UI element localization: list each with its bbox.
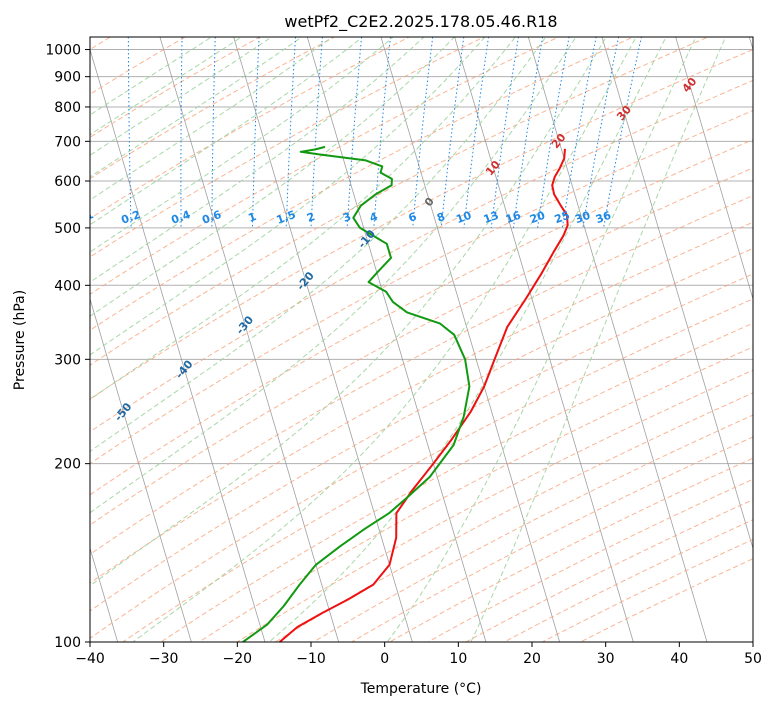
y-tick-label: 700 [54,134,81,150]
background-lines [90,37,753,642]
isotherm-line [527,37,708,642]
mixing-ratio-label: 10 [454,209,473,227]
dry-adiabat-line [426,478,753,642]
dry-adiabat-line [503,519,753,642]
mixing-ratio-label: 0.6 [200,208,223,227]
mixing-ratio-label: 16 [504,209,523,227]
mixing-ratio-label: 3 [341,210,353,225]
y-tick-label: 900 [54,70,81,86]
dry-adiabat-line [198,346,753,642]
dry-adiabat-line [121,298,753,642]
moist-adiabat-line [90,37,607,587]
mixing-ratio-label: 6 [407,210,419,225]
mixing-ratio-line [603,37,643,228]
mixing-ratio-label: 2 [305,210,317,225]
x-tick-label: −20 [223,651,253,667]
isotherm-line [233,37,413,642]
dry-adiabat-line [90,48,753,400]
mixing-ratio-line [310,37,323,228]
mixing-ratio-label: 13 [482,209,501,226]
moist-adiabat-line [90,37,547,453]
profile-lines [242,145,569,642]
mixing-ratio-label: 1.5 [275,208,298,227]
dry-adiabat-line [90,273,753,639]
mixing-ratio-label: 4 [368,210,380,225]
dry-adiabat-line [90,37,261,138]
dry-adiabat-line [464,499,753,642]
mixing-ratio-label: 0.4 [169,208,192,227]
dry-adiabat-line [90,109,753,465]
dry-adiabat-line [90,167,753,526]
moist-adiabat-line [90,37,517,401]
temperature-profile-line [279,148,569,642]
mixing-ratio-line [252,37,260,228]
mixing-ratio-label: 0.2 [120,208,143,227]
dry-adiabat-line [541,538,753,642]
y-tick-label: 500 [54,221,81,237]
x-tick-label: 0 [380,651,389,667]
dry-adiabat-line [160,322,753,642]
mixing-ratio-label: 8 [435,210,447,225]
y-axis-label: Pressure (hPa) [12,290,28,390]
mixing-ratio-line [211,37,216,228]
isotherm-line [454,37,634,642]
mixing-ratio-line [285,37,296,228]
isotherm-line [675,37,753,301]
x-tick-label: 10 [449,651,467,667]
moist-adiabat-line [470,37,727,642]
mixing-ratio-label: 0.1 [73,208,96,227]
x-tick-label: −40 [75,651,105,667]
moist-adiabat-line [90,37,303,178]
isotherm-line [90,297,192,642]
y-tick-label: 400 [54,278,81,294]
plot-frame [89,36,754,643]
moist-adiabat-line [132,37,637,642]
moist-adiabat-line [90,37,425,283]
dewpoint-profile-line [242,145,471,642]
mixing-ratio-label: 25 [553,209,572,226]
dry-adiabat-line [90,79,753,433]
moist-adiabat-line [90,37,577,514]
mixing-ratio-label: 1 [246,210,258,225]
isotherm-line [90,48,266,642]
y-tick-label: 200 [54,457,81,473]
moist-adiabat-line [90,37,456,317]
x-axis-label: Temperature (°C) [360,681,482,697]
chart-title: wetPf2_C2E2.2025.178.05.46.R18 [284,12,557,32]
y-tick-label: 800 [54,100,81,116]
moist-adiabat-line [90,37,273,156]
moist-adiabat-line [386,37,697,642]
x-tick-label: −10 [296,651,326,667]
mixing-ratio-label: 30 [573,209,592,227]
y-tick-label: 600 [54,174,81,190]
y-tick-label: 100 [54,635,81,651]
y-tick-label: 300 [54,352,81,368]
x-tick-label: −30 [149,651,179,667]
mixing-ratio-label: 20 [528,209,547,227]
mixing-ratio-line [180,37,183,228]
x-tick-label: 20 [523,651,541,667]
mixing-ratio-label: 36 [594,209,613,227]
x-tick-label: 40 [670,651,688,667]
dry-adiabat-line [388,457,753,642]
x-tick-label: 30 [597,651,615,667]
mixing-ratio-line [582,37,620,228]
dry-adiabat-line [90,194,753,556]
moist-adiabat-line [268,37,667,642]
mixing-ratio-line [127,37,132,228]
axis-ticks: −40 −30 −20 −10 0 10 20 30 40 50 1000 900 800 700 600 5… [45,43,762,667]
x-tick-label: 50 [744,651,762,667]
moist-adiabat-line [90,37,394,253]
isotherm-line [380,37,561,642]
moist-adiabat-line [90,37,486,356]
dry-adiabat-line [350,436,753,642]
moist-adiabat-line [90,37,364,226]
isotherm-line [601,37,753,550]
y-tick-label: 1000 [45,43,81,59]
